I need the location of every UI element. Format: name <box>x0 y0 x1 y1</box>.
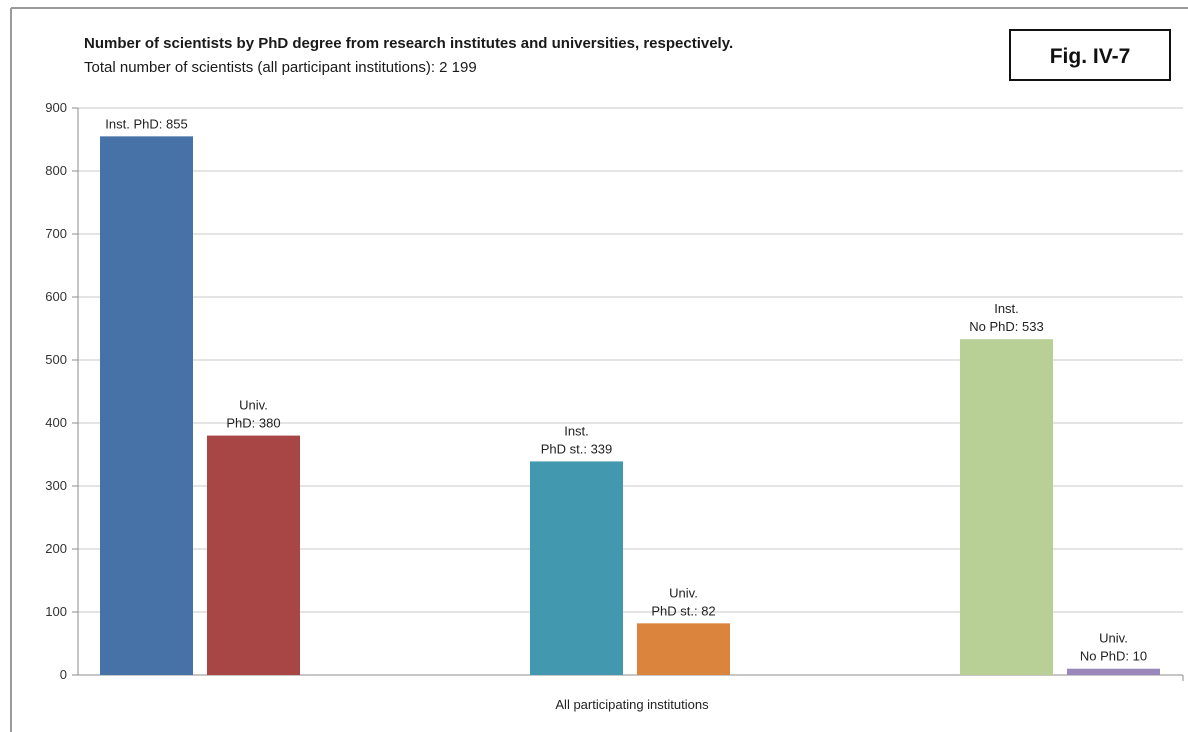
figure-label-box <box>1009 29 1171 81</box>
data-label-1-1: PhD: 380 <box>226 416 280 431</box>
y-tick-label-8: 800 <box>45 163 67 178</box>
data-label-2-1: PhD st.: 339 <box>541 441 613 456</box>
chart-title: Number of scientists by PhD degree from … <box>84 35 733 52</box>
data-labels: Inst. PhD: 855 Univ. PhD: 380 Inst. PhD st.:… <box>105 116 1147 663</box>
bars <box>100 136 1160 676</box>
bar-5 <box>1067 668 1160 675</box>
y-tick-label-1: 100 <box>45 604 67 619</box>
bar-3 <box>637 623 730 675</box>
bar-0 <box>100 136 193 676</box>
data-label-5-1: No PhD: 10 <box>1080 649 1147 664</box>
data-label-3-0: Univ. <box>669 585 698 600</box>
y-tick-label-6: 600 <box>45 289 67 304</box>
bar-4 <box>960 339 1053 675</box>
data-label-2-0: Inst. <box>564 423 589 438</box>
data-label-1-0: Univ. <box>239 398 268 413</box>
y-axis: 0 100 200 300 400 500 600 700 800 900 <box>45 100 1184 682</box>
data-label-5-0: Univ. <box>1099 631 1128 646</box>
y-tick-label-0: 0 <box>60 667 67 682</box>
bar-1 <box>207 435 300 675</box>
x-category-label: All participating institutions <box>555 697 709 712</box>
data-label-4-0: Inst. <box>994 301 1019 316</box>
y-tick-label-4: 400 <box>45 415 67 430</box>
y-tick-label-3: 300 <box>45 478 67 493</box>
chart-subtitle: Total number of scientists (all particip… <box>84 59 477 76</box>
y-tick-label-2: 200 <box>45 541 67 556</box>
data-label-3-1: PhD st.: 82 <box>651 603 715 618</box>
y-tick-label-5: 500 <box>45 352 67 367</box>
y-tick-label-9: 900 <box>45 100 67 115</box>
bar-2 <box>530 461 623 675</box>
figure-label: Fig. IV-7 <box>1050 45 1131 68</box>
data-label-4-1: No PhD: 533 <box>969 319 1043 334</box>
data-label-0-0: Inst. PhD: 855 <box>105 116 187 131</box>
y-tick-label-7: 700 <box>45 226 67 241</box>
